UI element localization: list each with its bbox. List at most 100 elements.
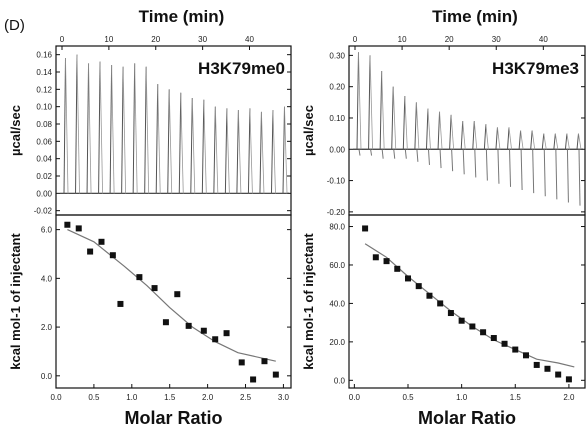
top-x-tick-label: 0 (60, 35, 65, 44)
injection-trough (427, 149, 430, 165)
data-point (136, 274, 143, 281)
panel-label: (D) (4, 17, 25, 34)
top-x-tick-label: 40 (245, 35, 254, 44)
injection-decay (65, 58, 69, 194)
y-tick-label: 40.0 (329, 299, 345, 308)
data-point (185, 322, 192, 329)
injection-peak (224, 108, 228, 194)
data-point (109, 252, 116, 259)
x-tick-label: 1.5 (164, 393, 176, 402)
injection-trough (543, 149, 546, 197)
injection-decay (439, 111, 443, 150)
data-point (437, 300, 444, 307)
injection-peak (132, 63, 136, 194)
y-axis-title: µcal/sec (301, 105, 316, 156)
injection-peak (472, 121, 475, 150)
injection-decay (111, 65, 115, 194)
top-axis-title: Time (min) (432, 7, 518, 26)
y-axis-title: kcal mol-1 of injectant (301, 233, 316, 370)
data-point (394, 265, 401, 272)
injection-trough (462, 149, 465, 175)
injection-decay (404, 96, 408, 150)
y-tick-label: 0.20 (329, 83, 345, 92)
data-point (405, 275, 411, 282)
x-axis-title: Molar Ratio (418, 408, 516, 428)
y-tick-label: -0.02 (34, 207, 53, 216)
x-tick-label: 1.5 (510, 393, 522, 402)
injection-peak (379, 71, 383, 150)
injection-decay (157, 84, 161, 194)
injection-peak (495, 127, 498, 150)
injection-decay (122, 66, 127, 194)
injection-peak (414, 102, 417, 150)
injection-decay (358, 52, 362, 150)
y-tick-label: 60.0 (329, 261, 345, 270)
y-tick-label: 20.0 (329, 338, 345, 347)
injection-decay (214, 106, 219, 194)
y-tick-label: 0.00 (36, 189, 52, 198)
chart-root: -0.020.000.020.040.060.080.100.120.140.1… (8, 7, 586, 428)
injection-trough (509, 149, 512, 187)
y-tick-label: 0.12 (36, 85, 52, 94)
y-tick-label: 4.0 (41, 274, 53, 283)
y-tick-label: 0.00 (329, 145, 345, 154)
top-axis-title: Time (min) (139, 7, 225, 26)
injection-peak (564, 133, 568, 150)
injection-decay (450, 114, 455, 150)
injection-peak (63, 58, 66, 194)
injection-peak (144, 66, 147, 194)
fit-curve (67, 229, 276, 362)
plot-frame (348, 214, 586, 389)
y-tick-label: 2.0 (41, 323, 53, 332)
injection-decay (554, 133, 559, 150)
injection-peak (270, 110, 274, 194)
injection-peak (190, 97, 193, 194)
data-point (75, 225, 82, 232)
data-point (238, 359, 245, 366)
data-point (415, 283, 422, 290)
top-x-tick-label: 20 (445, 35, 454, 44)
y-tick-label: -0.20 (327, 208, 346, 217)
data-point (151, 285, 158, 292)
x-tick-label: 0.0 (349, 393, 361, 402)
data-point (544, 365, 551, 372)
data-point (480, 329, 487, 336)
injection-peak (86, 63, 90, 194)
injection-peak (201, 99, 205, 194)
injection-trough (532, 149, 535, 194)
y-tick-label: -0.10 (327, 177, 346, 186)
data-point (447, 310, 454, 317)
injection-decay (566, 133, 570, 150)
injection-decay (180, 92, 184, 194)
data-point (383, 258, 390, 265)
injection-peak (402, 96, 406, 150)
data-point (87, 248, 94, 255)
data-point (64, 221, 71, 228)
injection-peak (449, 114, 452, 150)
injection-decay (203, 99, 207, 194)
injection-peak (460, 121, 464, 150)
data-point (250, 376, 257, 383)
injection-decay (427, 108, 431, 150)
injection-decay (462, 121, 466, 150)
top-x-tick-label: 30 (198, 35, 207, 44)
injection-peak (368, 55, 371, 150)
x-tick-label: 2.0 (202, 393, 214, 402)
injection-peak (553, 133, 556, 150)
data-point (212, 336, 219, 343)
injection-peak (155, 84, 159, 194)
injection-decay (369, 55, 373, 150)
injection-peak (178, 92, 182, 194)
injection-decay (543, 133, 547, 150)
injection-peak (391, 86, 394, 150)
injection-decay (497, 127, 501, 150)
top-x-tick-label: 40 (539, 35, 548, 44)
data-point (469, 323, 476, 330)
data-point (362, 225, 369, 232)
data-point (533, 361, 540, 368)
injection-trough (474, 149, 477, 178)
injection-trough (520, 149, 523, 190)
injection-decay (485, 124, 489, 150)
injection-decay (76, 54, 80, 194)
